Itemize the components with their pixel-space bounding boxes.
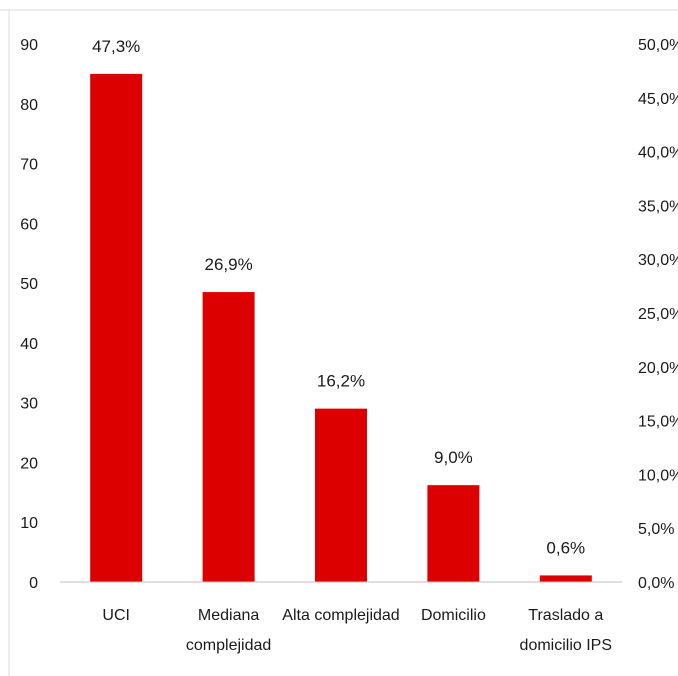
left-tick-label: 80	[20, 97, 38, 114]
bar-data-label: 26,9%	[204, 255, 252, 274]
bars-layer	[90, 73, 592, 582]
bar	[202, 292, 255, 582]
right-tick-label: 10,0%	[638, 467, 678, 484]
right-tick-label: 5,0%	[638, 521, 674, 538]
category-label: Traslado a	[528, 607, 603, 624]
left-tick-label: 40	[20, 336, 38, 353]
left-tick-label: 10	[20, 515, 38, 532]
right-tick-label: 15,0%	[638, 414, 678, 431]
left-tick-label: 0	[29, 575, 38, 592]
left-axis-ticks: 0 10 20 30 40 50 60 70 80 90	[20, 37, 38, 592]
bar-data-label: 0,6%	[546, 538, 585, 557]
right-axis-ticks: 0,0% 5,0% 10,0% 15,0% 20,0% 25,0% 30,0% 35,0% 40…	[638, 37, 678, 592]
left-tick-label: 20	[20, 455, 38, 472]
right-tick-label: 25,0%	[638, 306, 678, 323]
category-labels: UCI Mediana complejidad Alta complejidad Dom…	[102, 607, 612, 654]
right-tick-label: 0,0%	[638, 575, 674, 592]
bar-data-label: 9,0%	[434, 448, 473, 467]
right-tick-label: 40,0%	[638, 145, 678, 162]
left-tick-label: 60	[20, 216, 38, 233]
category-label: domicilio IPS	[520, 637, 612, 654]
right-tick-label: 50,0%	[638, 37, 678, 54]
bar	[427, 485, 480, 582]
left-tick-label: 90	[20, 37, 38, 54]
category-label: Domicilio	[421, 607, 486, 624]
right-tick-label: 45,0%	[638, 91, 678, 108]
category-label: complejidad	[186, 637, 271, 654]
bar	[315, 408, 367, 582]
left-tick-label: 70	[20, 157, 38, 174]
category-label: UCI	[102, 607, 130, 624]
bar	[90, 73, 143, 582]
left-tick-label: 30	[20, 396, 38, 413]
right-tick-label: 30,0%	[638, 252, 678, 269]
right-tick-label: 20,0%	[638, 360, 678, 377]
bar	[539, 575, 592, 582]
left-tick-label: 50	[20, 276, 38, 293]
category-label: Mediana	[198, 607, 259, 624]
category-label: Alta complejidad	[282, 607, 399, 624]
right-tick-label: 35,0%	[638, 198, 678, 215]
bar-data-label: 16,2%	[317, 372, 365, 391]
bar-data-label: 47,3%	[92, 37, 140, 56]
data-labels: 47,3% 26,9% 16,2% 9,0% 0,6%	[92, 37, 585, 558]
